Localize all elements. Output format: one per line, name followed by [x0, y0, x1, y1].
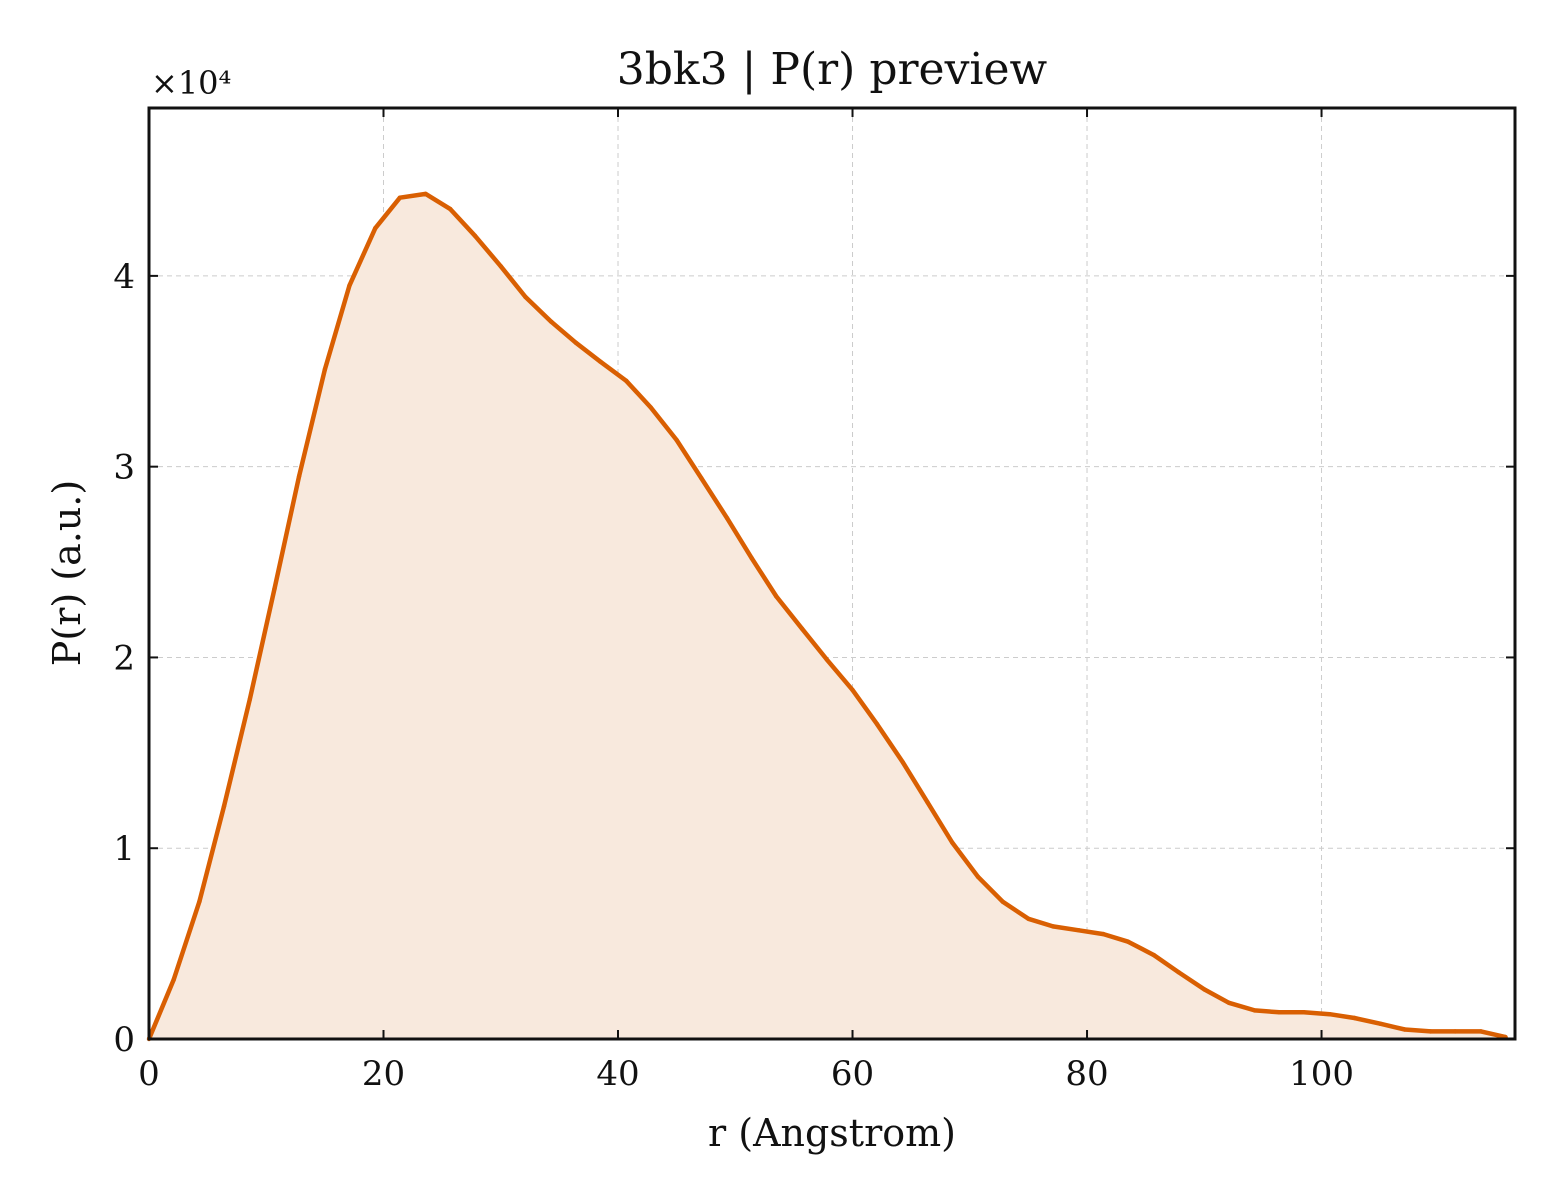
data-point [1125, 939, 1131, 944]
chart-title: 3bk3 | P(r) preview [617, 44, 1048, 95]
data-point [347, 283, 352, 288]
data-point [1202, 987, 1207, 992]
x-tick-label: 20 [362, 1054, 405, 1094]
data-point [1428, 1029, 1433, 1034]
data-point [749, 556, 754, 561]
data-point [1076, 928, 1082, 933]
x-tick-label: 40 [596, 1054, 639, 1094]
data-point [498, 264, 503, 269]
data-point [1050, 924, 1056, 929]
data-point [624, 378, 629, 383]
data-point [197, 899, 202, 904]
data-point [850, 687, 855, 693]
data-point [1402, 1027, 1408, 1032]
data-point [824, 657, 829, 662]
data-point [1327, 1012, 1332, 1017]
data-point [1226, 1000, 1232, 1005]
data-point [573, 340, 578, 345]
data-point [975, 874, 981, 879]
data-point [648, 405, 653, 410]
area-fill [149, 193, 1506, 1039]
y-tick-label: 4 [113, 257, 135, 297]
data-point [523, 294, 528, 300]
data-point [221, 804, 227, 809]
x-tick-label: 60 [831, 1054, 874, 1094]
data-point [1277, 1010, 1282, 1015]
data-point [322, 367, 328, 372]
data-point [1478, 1029, 1484, 1034]
data-point [549, 319, 554, 324]
data-point [900, 760, 906, 765]
data-point [1026, 916, 1031, 921]
data-point [874, 722, 880, 727]
data-point [674, 437, 679, 443]
x-axis-label: r (Angstrom) [708, 1111, 956, 1155]
data-point [397, 195, 403, 200]
data-point [1252, 1008, 1257, 1013]
data-point [448, 206, 453, 212]
data-point [247, 697, 252, 702]
data-point [272, 586, 277, 591]
data-point [1101, 931, 1106, 937]
data-point [1151, 952, 1157, 958]
data-point [1000, 899, 1005, 904]
y-tick-label: 0 [113, 1020, 135, 1060]
axis-ticks: 0 20 40 60 80 100 0 1 2 3 4 [113, 108, 1515, 1094]
y-tick-label: 2 [113, 638, 135, 678]
data-point [1301, 1010, 1307, 1015]
data-point [925, 800, 930, 805]
data-point [296, 474, 302, 479]
x-tick-label: 100 [1289, 1054, 1354, 1094]
data-point [1378, 1021, 1383, 1026]
x-tick-label: 0 [138, 1054, 160, 1094]
data-point [423, 191, 428, 197]
x-tick-label: 80 [1065, 1054, 1108, 1094]
y-tick-label: 3 [113, 448, 135, 488]
data-point [171, 977, 176, 983]
y-axis-label: P(r) (a.u.) [45, 480, 89, 666]
plot-frame [147, 106, 1517, 1041]
y-tick-label: 1 [113, 829, 135, 869]
data-point [1453, 1029, 1458, 1034]
data-point [774, 594, 779, 599]
data-point [724, 516, 730, 521]
data-point [699, 475, 704, 481]
data-point [1176, 970, 1181, 975]
data-point [950, 840, 955, 845]
y-axis-multiplier: ×10⁴ [151, 64, 231, 102]
data-point [598, 359, 603, 364]
data-point [373, 226, 378, 231]
data-point [472, 233, 478, 238]
data-point [1352, 1015, 1357, 1021]
data-point [799, 626, 805, 631]
